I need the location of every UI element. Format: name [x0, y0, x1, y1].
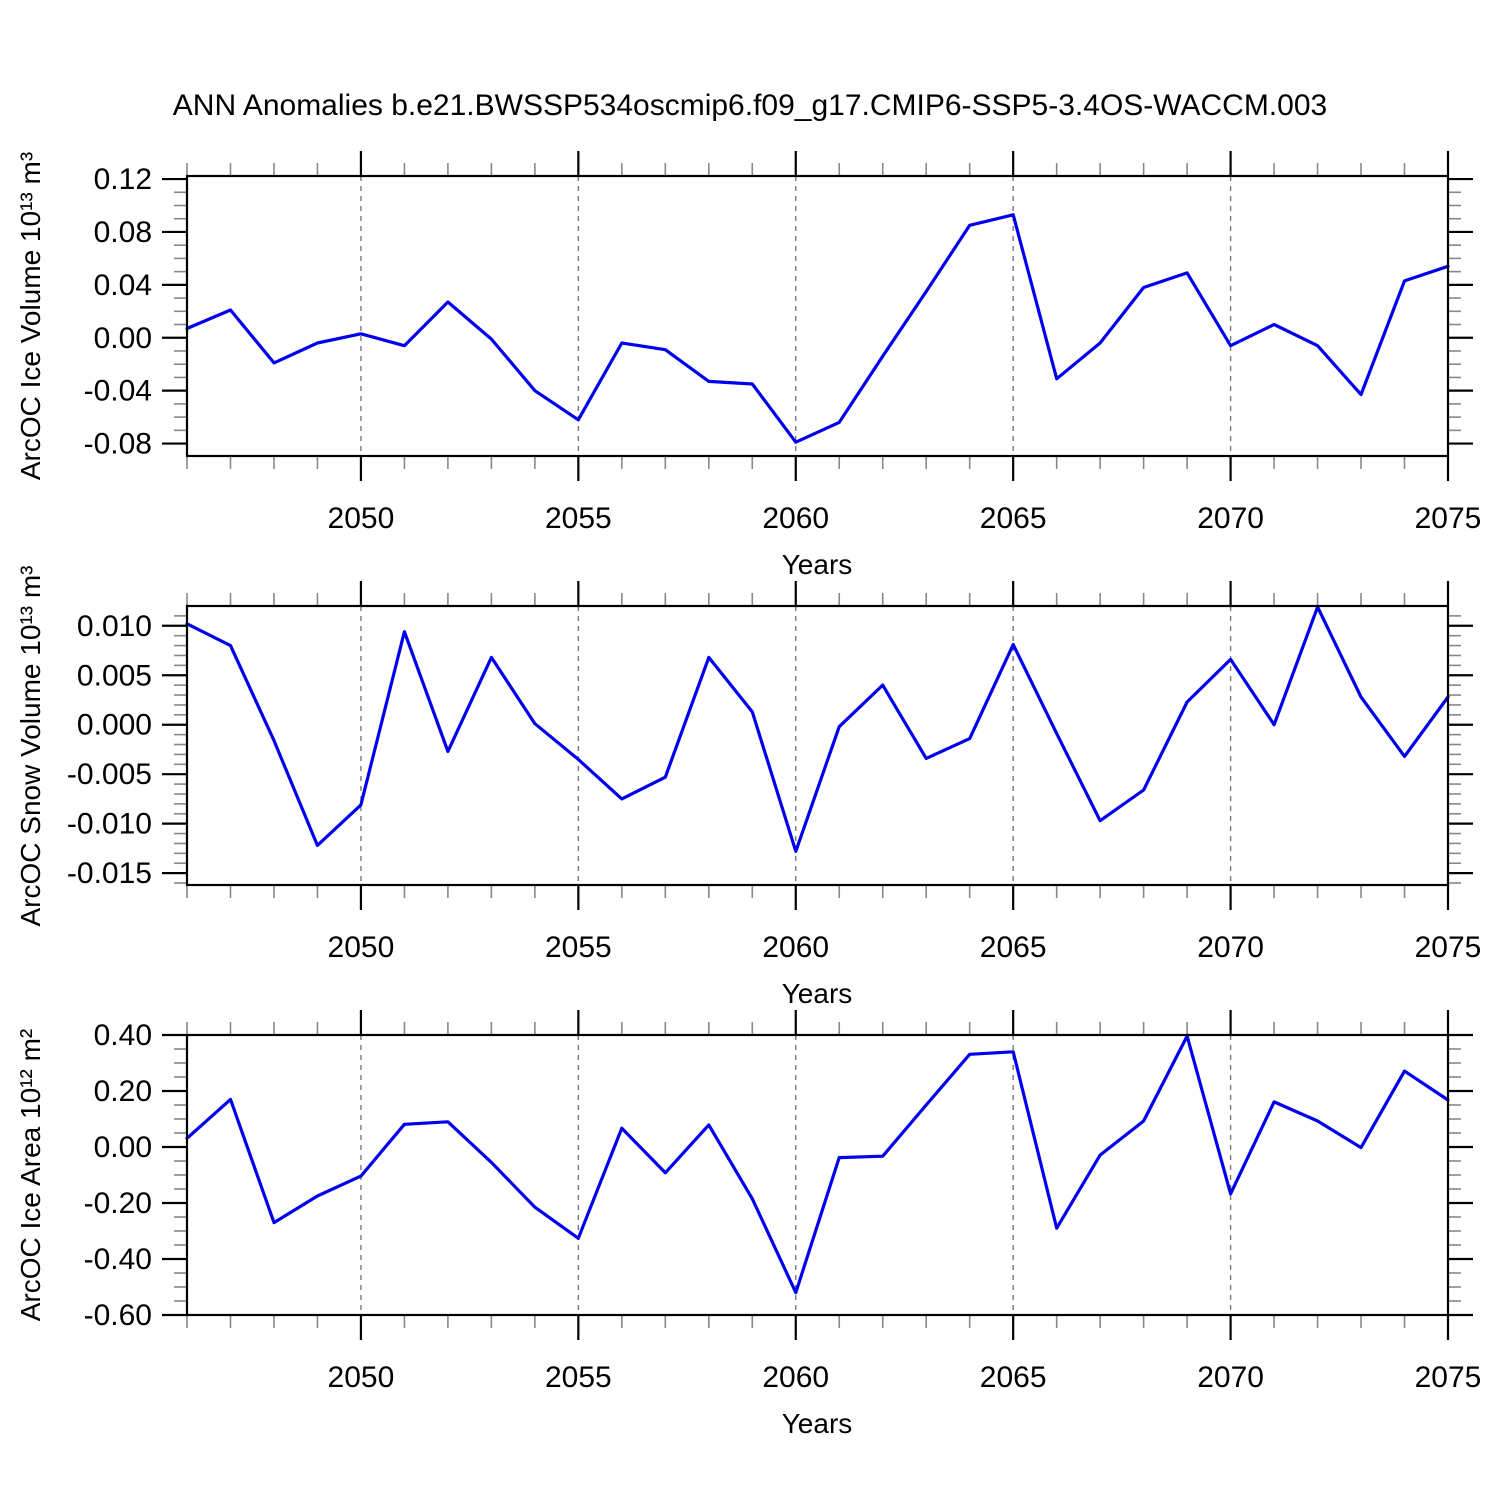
- y-tick-label: -0.005: [67, 758, 152, 791]
- y-tick-label: -0.04: [84, 375, 152, 408]
- x-tick-label: 2075: [1415, 1361, 1482, 1394]
- y-tick-label: 0.40: [94, 1019, 152, 1052]
- x-tick-label: 2060: [762, 1361, 829, 1394]
- y-axis-title-snow-volume: ArcOC Snow Volume 10¹³ m³: [15, 566, 46, 927]
- x-axis-title-panel1: Years: [782, 549, 853, 580]
- y-tick-label: 0.010: [77, 610, 152, 643]
- x-tick-label: 2060: [762, 502, 829, 535]
- x-tick-label: 2050: [328, 1361, 395, 1394]
- x-tick-label: 2050: [328, 502, 395, 535]
- x-tick-label: 2065: [980, 931, 1047, 964]
- arcoc-ice-volume-line: [185, 213, 1450, 444]
- y-tick-label: -0.20: [84, 1187, 152, 1220]
- y-tick-label: -0.60: [84, 1299, 152, 1332]
- arcoc-snow-volume-panel: 0.010 0.005 0.000 -0.005 -0.010 -0.015 2050 205…: [67, 581, 1481, 964]
- arcoc-ice-area-line: [185, 1034, 1450, 1295]
- x-axis-title-panel3: Years: [782, 1408, 853, 1439]
- y-tick-label: 0.12: [94, 163, 152, 196]
- x-tick-label: 2075: [1415, 931, 1482, 964]
- arcoc-ice-volume-panel: 0.12 0.08 0.04 0.00 -0.04 -0.08 2050 2055 2060 20…: [84, 151, 1482, 535]
- x-tick-label: 2075: [1415, 502, 1482, 535]
- panel-frame: [185, 1033, 1450, 1317]
- y-tick-label: 0.00: [94, 1131, 152, 1164]
- figure-title: ANN Anomalies b.e21.BWSSP534oscmip6.f09_…: [173, 89, 1327, 122]
- x-axis-title-panel2: Years: [782, 978, 853, 1009]
- y-tick-label: 0.005: [77, 659, 152, 692]
- y-tick-label: -0.08: [84, 428, 152, 461]
- x-tick-label: 2070: [1197, 1361, 1264, 1394]
- y-tick-label: 0.00: [94, 322, 152, 355]
- y-tick-label: 0.04: [94, 269, 152, 302]
- panels-container: 0.12 0.08 0.04 0.00 -0.04 -0.08 2050 2055 2060 20…: [67, 151, 1481, 1394]
- arcoc-snow-volume-line: [185, 605, 1450, 854]
- x-tick-label: 2055: [545, 1361, 612, 1394]
- x-tick-label: 2065: [980, 502, 1047, 535]
- x-tick-label: 2070: [1197, 931, 1264, 964]
- y-tick-label: 0.000: [77, 709, 152, 742]
- arcoc-ice-area-panel: 0.40 0.20 0.00 -0.20 -0.40 -0.60 2050 2055 2060 2…: [84, 1010, 1482, 1394]
- panel-frame: [185, 174, 1450, 458]
- y-tick-label: 0.08: [94, 216, 152, 249]
- y-tick-label: 0.20: [94, 1075, 152, 1108]
- panel-frame: [185, 604, 1450, 887]
- x-tick-label: 2050: [328, 931, 395, 964]
- y-tick-label: -0.010: [67, 808, 152, 841]
- y-tick-label: -0.015: [67, 857, 152, 890]
- y-tick-label: -0.40: [84, 1243, 152, 1276]
- x-tick-label: 2055: [545, 931, 612, 964]
- x-tick-label: 2055: [545, 502, 612, 535]
- y-axis-title-ice-volume: ArcOC Ice Volume 10¹³ m³: [15, 152, 46, 480]
- y-axis-title-ice-area: ArcOC Ice Area 10¹² m²: [15, 1029, 46, 1322]
- x-tick-label: 2060: [762, 931, 829, 964]
- x-tick-label: 2070: [1197, 502, 1264, 535]
- x-tick-label: 2065: [980, 1361, 1047, 1394]
